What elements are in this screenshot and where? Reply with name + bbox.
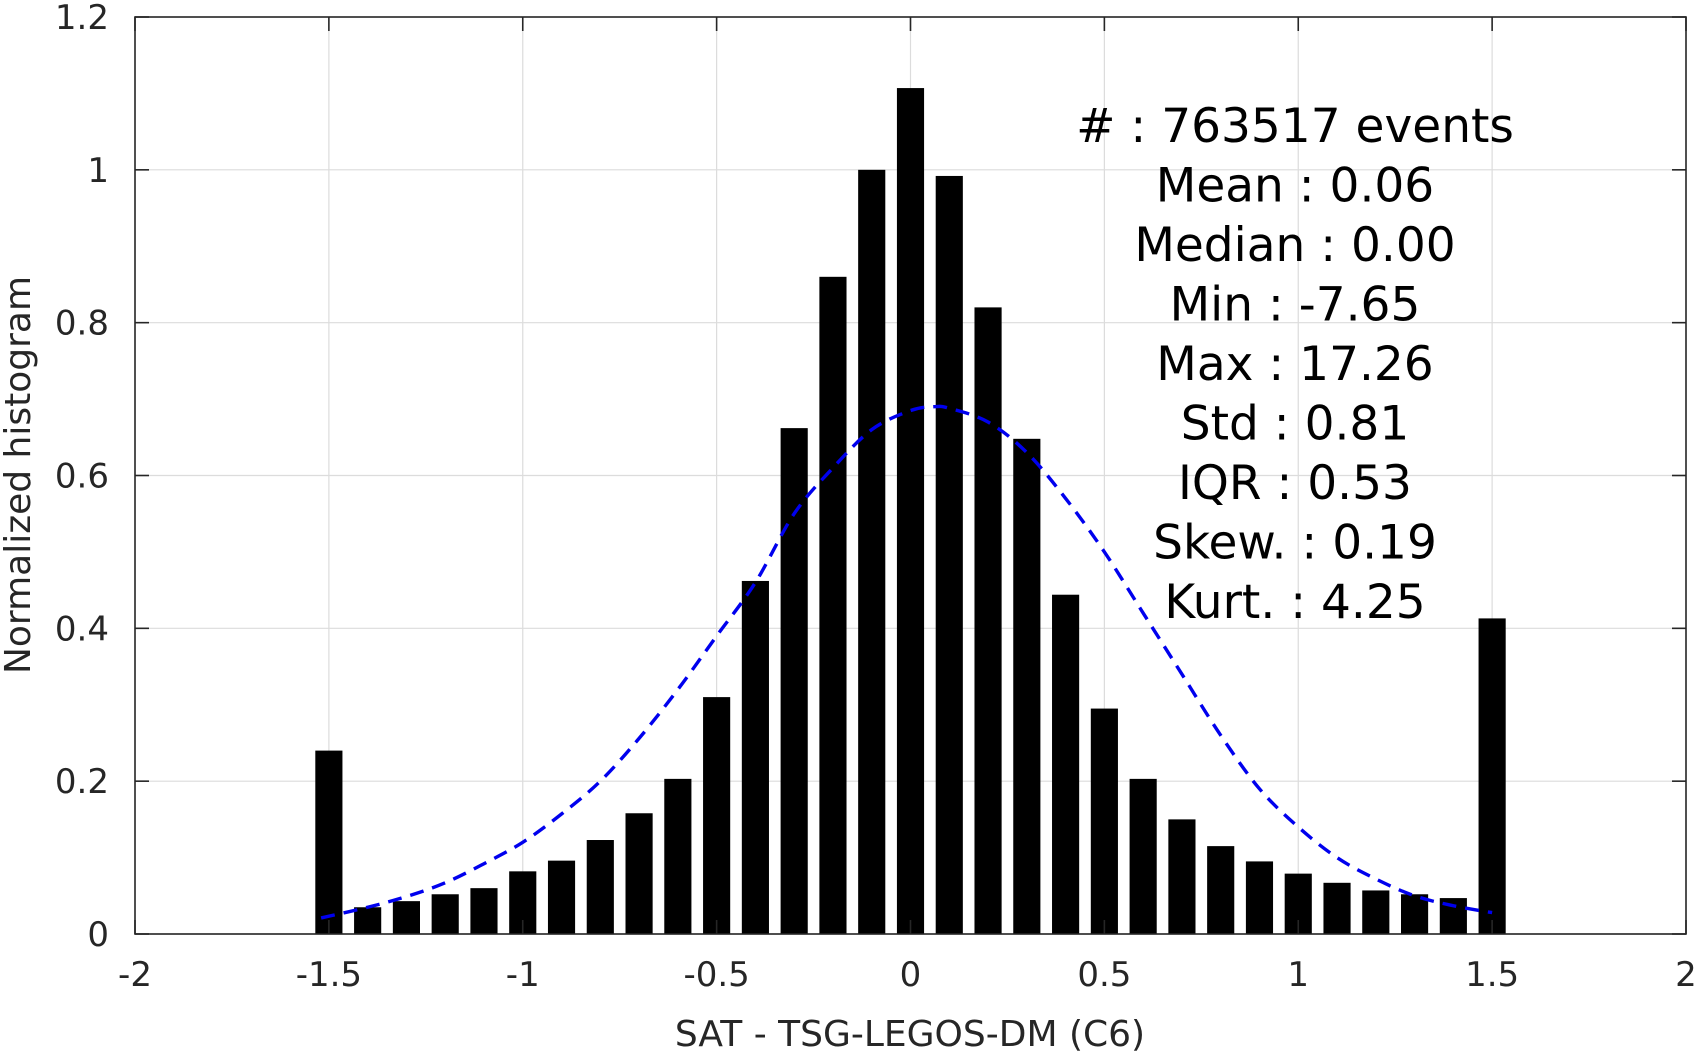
histogram-bar [819, 276, 847, 935]
histogram-bar [1168, 819, 1196, 934]
y-tick-label: 0 [87, 915, 109, 955]
histogram-bar [780, 428, 808, 934]
y-tick-label: 0.8 [55, 304, 109, 344]
stat-line: # : 763517 events [1076, 99, 1514, 154]
y-tick-labels: 0 0.2 0.4 0.6 0.8 1 1.2 [55, 0, 109, 955]
histogram-bar [896, 88, 925, 934]
histogram-bar [935, 175, 963, 935]
x-tick-label: -0.5 [683, 955, 749, 995]
stat-line: IQR : 0.53 [1178, 456, 1412, 511]
x-tick-label: -2 [118, 955, 152, 995]
y-tick-label: 1.2 [55, 0, 109, 38]
stat-line: Std : 0.81 [1181, 397, 1409, 452]
normal-fit-curve [320, 404, 1493, 920]
y-tick-label: 1 [87, 151, 109, 191]
stat-line: Max : 17.26 [1156, 337, 1433, 392]
histogram-bar [1323, 882, 1351, 934]
stat-line: Kurt. : 4.25 [1164, 575, 1425, 630]
x-tick-label: 1.5 [1465, 955, 1519, 995]
histogram-bar [470, 888, 498, 934]
x-tick-label: -1.5 [296, 955, 362, 995]
histogram-bar [1052, 594, 1080, 934]
x-tick-label: 0.5 [1077, 955, 1131, 995]
stat-line: Skew. : 0.19 [1153, 516, 1437, 571]
x-tick-labels: -2 -1.5 -1 -0.5 0 0.5 1 1.5 2 [118, 955, 1697, 995]
x-tick-label: 0 [900, 955, 922, 995]
histogram-bar [741, 580, 769, 934]
histogram-bar [1401, 894, 1429, 934]
axis-ticks [134, 16, 1687, 935]
histogram-bar [315, 750, 343, 934]
histogram-bar [858, 169, 886, 935]
histogram-bar [354, 907, 382, 934]
histogram-bar [1245, 861, 1274, 934]
x-tick-label: 1 [1287, 955, 1309, 995]
stat-line: Mean : 0.06 [1156, 159, 1434, 214]
histogram-bar [703, 697, 731, 934]
histogram-bar [392, 901, 420, 934]
histogram-bar [431, 894, 459, 934]
histogram-bar [1013, 438, 1041, 934]
normal-fit-line [320, 404, 1493, 920]
x-tick-label: -1 [506, 955, 540, 995]
x-axis-label: SAT - TSG-LEGOS-DM (C6) [675, 1014, 1145, 1053]
histogram-bar [547, 860, 576, 934]
y-axis-label: Normalized histogram [0, 276, 39, 674]
histogram-bars [315, 88, 1506, 935]
histogram-bar [664, 778, 692, 934]
histogram-bar [1207, 846, 1235, 934]
histogram-bar [586, 840, 614, 934]
histogram-bar [1478, 618, 1506, 934]
histogram-bar [1362, 890, 1390, 934]
y-tick-label: 0.2 [55, 762, 109, 802]
histogram-bar [1129, 778, 1157, 934]
y-tick-label: 0.6 [55, 457, 109, 497]
stat-line: Median : 0.00 [1134, 218, 1455, 273]
y-tick-label: 0.4 [55, 609, 109, 649]
stat-line: Min : -7.65 [1170, 278, 1421, 333]
x-tick-label: 2 [1675, 955, 1697, 995]
histogram-bar [1090, 708, 1118, 934]
histogram-bar [625, 813, 653, 934]
histogram-bar [974, 307, 1002, 935]
